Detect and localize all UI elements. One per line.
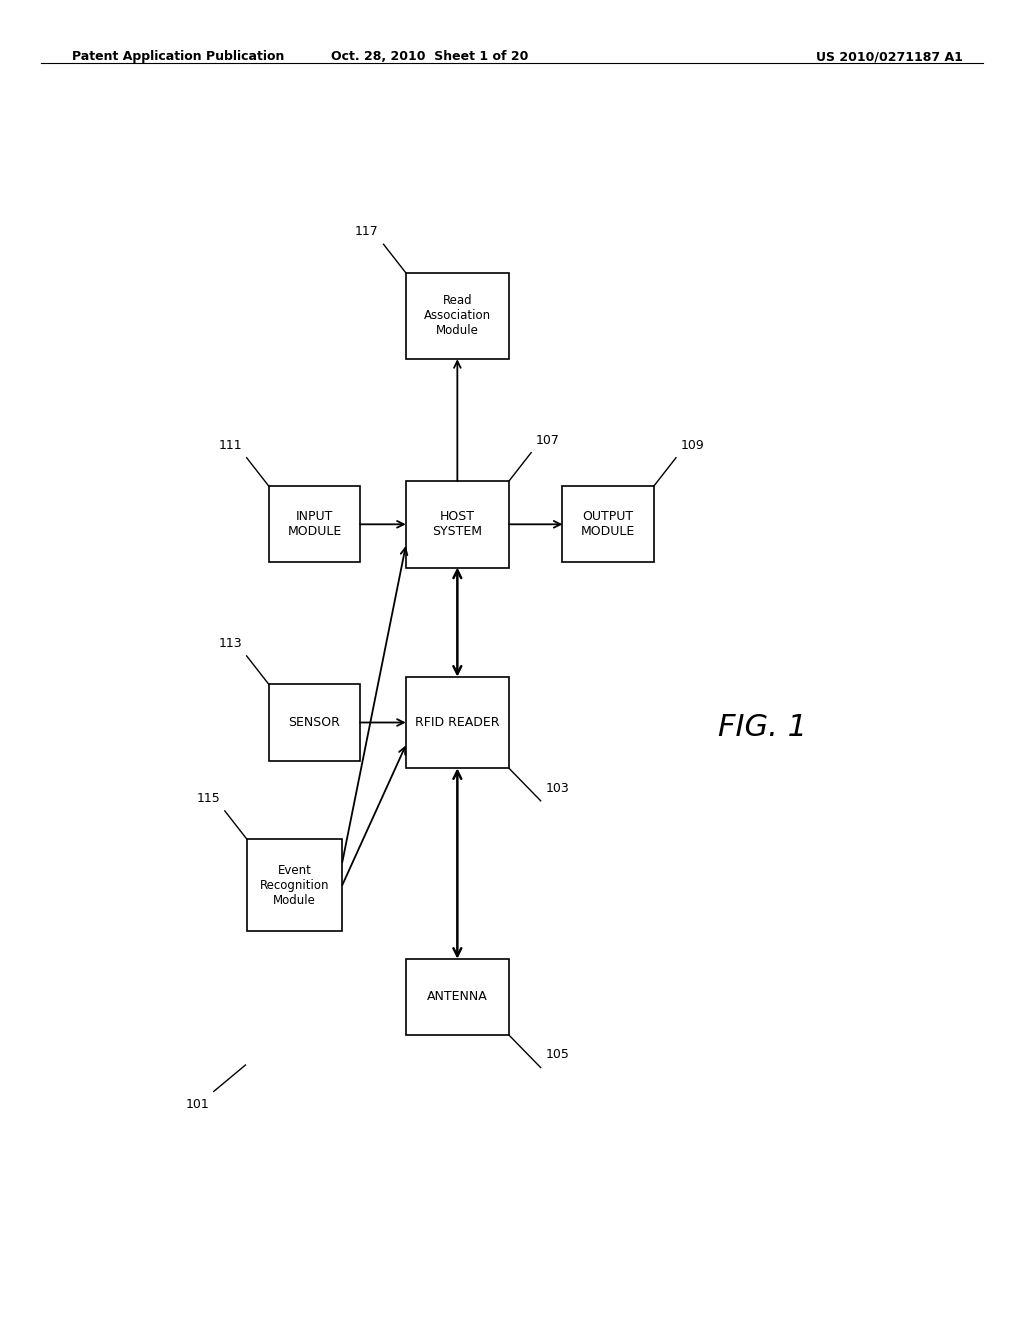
Text: ANTENNA: ANTENNA: [427, 990, 487, 1003]
FancyBboxPatch shape: [269, 684, 360, 760]
Text: HOST
SYSTEM: HOST SYSTEM: [432, 511, 482, 539]
Text: RFID READER: RFID READER: [415, 715, 500, 729]
Text: 103: 103: [546, 781, 569, 795]
Text: 113: 113: [218, 636, 242, 649]
Text: 111: 111: [218, 438, 242, 451]
Text: Oct. 28, 2010  Sheet 1 of 20: Oct. 28, 2010 Sheet 1 of 20: [332, 50, 528, 63]
Text: Read
Association
Module: Read Association Module: [424, 294, 490, 338]
FancyBboxPatch shape: [562, 486, 653, 562]
Text: OUTPUT
MODULE: OUTPUT MODULE: [581, 511, 635, 539]
Text: 107: 107: [536, 433, 560, 446]
Text: SENSOR: SENSOR: [289, 715, 340, 729]
Text: 105: 105: [546, 1048, 569, 1061]
Text: Event
Recognition
Module: Event Recognition Module: [260, 863, 330, 907]
Text: 115: 115: [197, 792, 220, 805]
Text: 101: 101: [186, 1097, 210, 1110]
Text: FIG. 1: FIG. 1: [719, 713, 807, 742]
FancyBboxPatch shape: [406, 677, 509, 768]
FancyBboxPatch shape: [269, 486, 360, 562]
Text: Patent Application Publication: Patent Application Publication: [72, 50, 284, 63]
Text: US 2010/0271187 A1: US 2010/0271187 A1: [816, 50, 963, 63]
Text: 109: 109: [681, 438, 705, 451]
Text: INPUT
MODULE: INPUT MODULE: [288, 511, 342, 539]
FancyBboxPatch shape: [247, 840, 342, 931]
Text: 117: 117: [355, 226, 379, 238]
FancyBboxPatch shape: [406, 958, 509, 1035]
FancyBboxPatch shape: [406, 480, 509, 568]
FancyBboxPatch shape: [406, 273, 509, 359]
